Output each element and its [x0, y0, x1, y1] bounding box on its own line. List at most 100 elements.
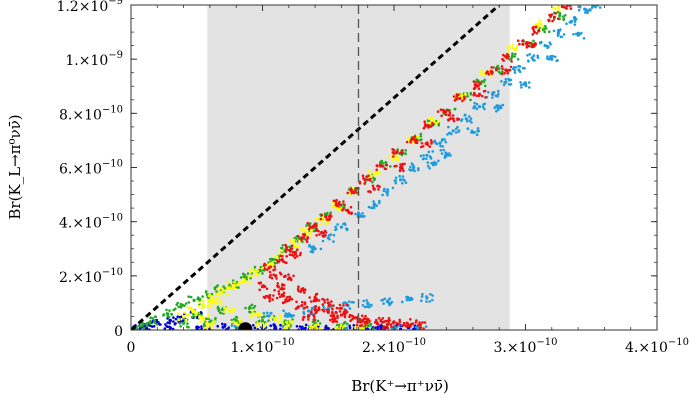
point-density-3 — [324, 220, 327, 223]
point-density-4 — [349, 189, 353, 192]
point-density-3 — [240, 281, 244, 284]
point-density-3 — [249, 268, 252, 271]
point-density-2 — [176, 301, 179, 305]
point-density-3 — [260, 313, 263, 316]
point-density-2 — [248, 305, 252, 308]
point-density-4 — [477, 84, 480, 87]
point-density-3 — [213, 320, 217, 323]
point-density-2 — [492, 66, 496, 69]
point-light-blue-17 — [399, 178, 403, 182]
point-density-3 — [275, 314, 279, 318]
point-density-4 — [328, 217, 332, 220]
point-density-1 — [422, 157, 426, 160]
point-density-0 — [127, 330, 130, 333]
point-density-1 — [439, 144, 442, 148]
point-density-1 — [375, 204, 378, 208]
point-density-1 — [381, 298, 385, 302]
point-density-4 — [360, 314, 364, 318]
point-density-1 — [437, 159, 440, 163]
point-density-3 — [280, 318, 283, 321]
point-density-1 — [470, 131, 473, 134]
point-density-4 — [312, 318, 316, 321]
point-density-3 — [480, 69, 484, 72]
point-density-2 — [186, 322, 189, 325]
point-density-4 — [268, 275, 272, 279]
point-density-4 — [385, 163, 389, 167]
point-density-3 — [177, 318, 181, 322]
point-density-0 — [223, 323, 227, 326]
point-density-4 — [507, 55, 511, 58]
point-density-4 — [506, 68, 510, 72]
point-density-1 — [428, 155, 432, 158]
point-density-4 — [569, 7, 573, 10]
point-density-4 — [331, 310, 334, 314]
point-density-4 — [484, 96, 487, 99]
point-density-3 — [256, 273, 260, 276]
point-density-1 — [473, 131, 477, 134]
point-density-4 — [306, 221, 310, 225]
point-density-1 — [556, 59, 559, 62]
point-density-1 — [402, 178, 405, 181]
point-density-4 — [314, 309, 317, 313]
point-density-1 — [586, 11, 589, 15]
point-density-3 — [258, 312, 261, 315]
point-density-4 — [414, 141, 417, 144]
axis-ticks-layer: 0 1.×10−10 2.×10−10 3.×10−10 4.×10−10 0 2.×10−… — [56, 0, 689, 356]
point-density-4 — [279, 272, 283, 276]
point-density-1 — [509, 83, 513, 86]
point-density-4 — [401, 149, 404, 152]
point-density-4 — [273, 268, 277, 271]
point-density-4 — [293, 256, 297, 260]
point-density-2 — [187, 301, 191, 304]
point-density-1 — [345, 228, 349, 232]
point-density-4 — [318, 233, 321, 236]
point-density-4 — [327, 215, 331, 218]
point-density-4 — [377, 184, 380, 188]
point-density-3 — [228, 309, 232, 313]
point-density-4 — [361, 174, 365, 177]
point-density-4 — [500, 65, 504, 68]
point-density-4 — [452, 119, 456, 123]
point-yellow-11 — [305, 230, 309, 235]
point-density-4 — [339, 203, 343, 207]
point-density-4 — [420, 142, 424, 145]
point-density-3 — [557, 8, 561, 12]
point-density-4 — [371, 184, 375, 188]
point-density-1 — [470, 121, 473, 124]
point-density-4 — [314, 299, 318, 303]
point-yellow-24 — [208, 323, 212, 327]
point-density-4 — [409, 324, 412, 328]
point-density-1 — [432, 161, 435, 165]
point-density-1 — [562, 33, 566, 36]
point-density-1 — [363, 305, 367, 309]
point-red-8 — [339, 313, 343, 317]
point-density-4 — [284, 298, 288, 302]
point-density-3 — [314, 323, 317, 327]
point-density-1 — [476, 129, 479, 133]
point-density-1 — [531, 56, 534, 60]
y-tick-label: 1.×10−9 — [65, 50, 123, 69]
point-density-4 — [508, 68, 512, 72]
point-density-1 — [397, 332, 400, 335]
point-red-44 — [293, 252, 297, 256]
y-tick-label: 4.×10−10 — [59, 213, 123, 232]
point-density-4 — [265, 287, 269, 291]
point-density-4 — [273, 265, 277, 268]
point-density-4 — [503, 71, 506, 75]
point-density-4 — [518, 42, 521, 46]
point-density-2 — [379, 160, 383, 163]
point-density-4 — [263, 285, 267, 289]
x-axis-title: Br(K⁺→π⁺νν̄) — [351, 377, 449, 395]
point-density-1 — [524, 84, 528, 88]
point-density-3 — [431, 116, 435, 120]
point-density-1 — [588, 8, 592, 11]
point-density-2 — [316, 319, 320, 323]
point-density-2 — [404, 149, 408, 152]
point-density-4 — [285, 261, 288, 265]
point-density-3 — [317, 323, 320, 326]
point-density-1 — [576, 31, 580, 35]
point-density-3 — [218, 299, 222, 303]
point-density-1 — [310, 306, 314, 310]
